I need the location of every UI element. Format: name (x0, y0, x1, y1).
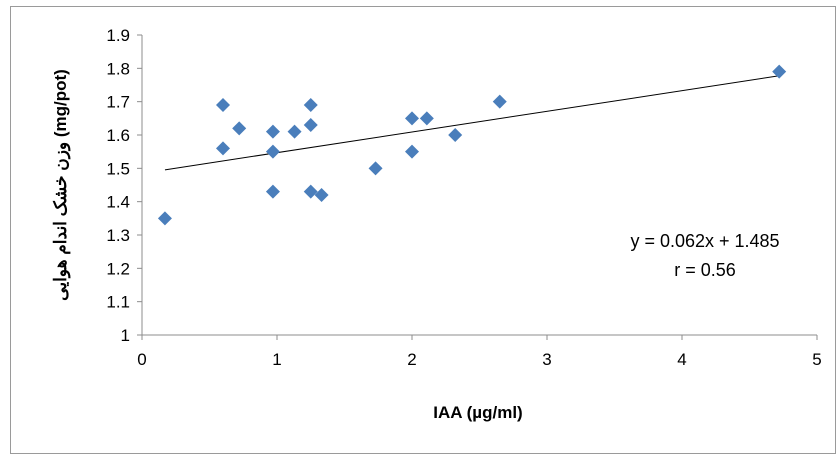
data-point (157, 211, 172, 226)
data-point (368, 161, 383, 176)
x-tick-label: 2 (407, 350, 416, 369)
data-point (405, 144, 419, 159)
x-tick-label: 4 (677, 350, 686, 369)
data-point (216, 141, 230, 156)
data-point (303, 184, 318, 199)
y-tick-label: 1 (121, 326, 130, 345)
y-tick-label: 1.3 (106, 226, 130, 245)
x-ticks: 0 1 2 3 4 5 (137, 335, 822, 369)
y-axis-title: وزن خشک اندام هوایی (mg/pot) (51, 69, 71, 301)
x-tick-label: 3 (542, 350, 551, 369)
x-tick-label: 5 (812, 350, 821, 369)
y-tick-label: 1.1 (106, 293, 130, 312)
regression-equation: y = 0.062x + 1.485 (630, 231, 779, 251)
data-point (216, 98, 230, 112)
y-tick-label: 1.9 (106, 26, 130, 45)
y-tick-label: 1.7 (106, 93, 130, 112)
x-axis-title: IAA (µg/ml) (433, 403, 522, 422)
data-point (405, 111, 419, 126)
axes (141, 35, 817, 336)
data-point (448, 128, 463, 142)
chart-frame (10, 6, 836, 454)
correlation-coefficient: r = 0.56 (674, 260, 736, 280)
data-point (419, 111, 434, 126)
data-point (232, 121, 247, 136)
y-tick-label: 1.8 (106, 59, 130, 78)
trendline (164, 75, 780, 171)
data-point (492, 94, 507, 109)
data-point (303, 98, 318, 112)
y-tick-label: 1.4 (106, 193, 130, 212)
data-point (265, 124, 280, 139)
x-tick-label: 1 (272, 350, 281, 369)
data-point (772, 64, 787, 79)
data-point (287, 124, 302, 139)
data-point (265, 184, 280, 199)
data-point (314, 188, 329, 202)
y-tick-label: 1.2 (106, 259, 130, 278)
y-tick-label: 1.6 (106, 126, 130, 145)
y-tick-label: 1.5 (106, 159, 130, 178)
data-point (265, 144, 280, 159)
data-point (303, 118, 318, 132)
y-ticks: 1 1.1 1.2 1.3 1.4 1.5 1.6 1.7 1.8 1.9 (106, 26, 142, 345)
data-points (157, 64, 787, 226)
x-tick-label: 0 (137, 350, 146, 369)
